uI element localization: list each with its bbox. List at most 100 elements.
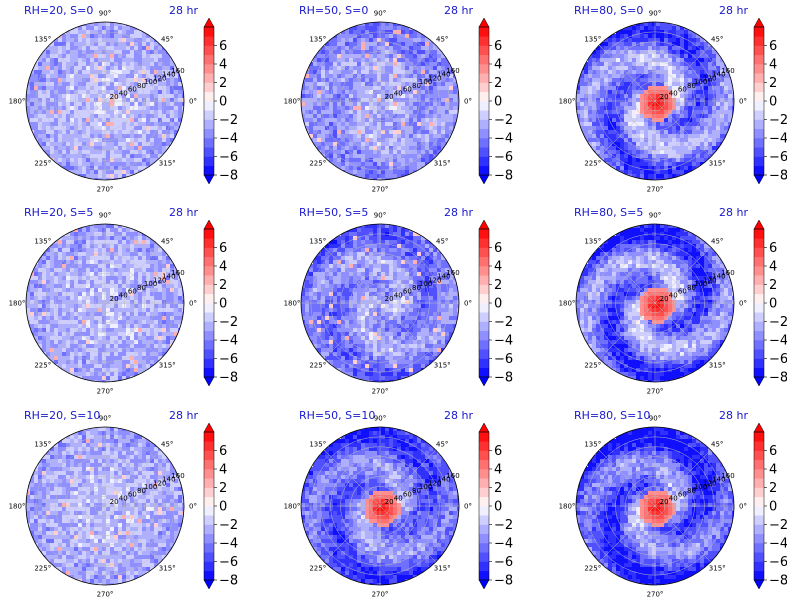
field-cell bbox=[580, 118, 585, 123]
field-cell bbox=[114, 308, 119, 313]
field-cell bbox=[78, 150, 83, 155]
panel-title: RH=80, S=0 bbox=[574, 4, 643, 17]
field-cell bbox=[385, 38, 390, 43]
field-cell bbox=[146, 98, 151, 103]
field-cell bbox=[34, 272, 39, 277]
field-cell bbox=[664, 74, 669, 79]
field-cell bbox=[664, 166, 669, 171]
field-cell bbox=[433, 126, 438, 131]
field-cell bbox=[373, 22, 378, 27]
field-cell bbox=[162, 106, 167, 111]
field-cell bbox=[86, 26, 91, 31]
field-cell bbox=[381, 90, 386, 95]
field-cell bbox=[38, 102, 43, 107]
field-cell bbox=[70, 54, 75, 59]
field-cell bbox=[309, 86, 314, 91]
field-cell bbox=[656, 66, 661, 71]
field-cell bbox=[62, 312, 67, 317]
field-cell bbox=[66, 50, 71, 55]
field-cell bbox=[317, 70, 322, 75]
field-cell bbox=[58, 134, 63, 139]
field-cell bbox=[692, 58, 697, 63]
field-cell bbox=[158, 150, 163, 155]
field-cell bbox=[150, 38, 155, 43]
field-cell bbox=[676, 118, 681, 123]
field-cell bbox=[301, 94, 306, 99]
field-cell bbox=[417, 66, 422, 71]
field-cell bbox=[405, 30, 410, 35]
field-cell bbox=[126, 244, 131, 249]
field-cell bbox=[126, 256, 131, 261]
field-cell bbox=[134, 174, 139, 179]
field-cell bbox=[596, 130, 601, 135]
field-cell bbox=[86, 304, 91, 309]
field-cell bbox=[178, 82, 183, 87]
field-cell bbox=[652, 126, 657, 131]
field-cell bbox=[90, 260, 95, 265]
field-cell bbox=[676, 94, 681, 99]
field-cell bbox=[676, 90, 681, 95]
field-cell bbox=[620, 86, 625, 91]
field-cell bbox=[54, 284, 59, 289]
field-cell bbox=[700, 134, 705, 139]
field-cell bbox=[114, 34, 119, 39]
field-cell bbox=[114, 134, 119, 139]
field-cell bbox=[445, 126, 450, 131]
field-cell bbox=[397, 66, 402, 71]
field-cell bbox=[381, 70, 386, 75]
field-cell bbox=[46, 280, 51, 285]
field-cell bbox=[102, 166, 107, 171]
field-cell bbox=[684, 118, 689, 123]
field-cell bbox=[82, 244, 87, 249]
field-cell bbox=[624, 158, 629, 163]
field-cell bbox=[588, 62, 593, 67]
field-cell bbox=[437, 134, 442, 139]
field-cell bbox=[325, 86, 330, 91]
field-cell bbox=[600, 66, 605, 71]
field-cell bbox=[106, 244, 111, 249]
field-cell bbox=[604, 82, 609, 87]
field-cell bbox=[640, 42, 645, 47]
field-cell bbox=[720, 70, 725, 75]
field-cell bbox=[648, 170, 653, 175]
field-cell bbox=[385, 126, 390, 131]
field-cell bbox=[102, 312, 107, 317]
field-cell bbox=[337, 50, 342, 55]
field-cell bbox=[98, 82, 103, 87]
field-cell bbox=[134, 66, 139, 71]
field-cell bbox=[150, 150, 155, 155]
field-cell bbox=[393, 94, 398, 99]
field-cell bbox=[437, 86, 442, 91]
field-cell bbox=[369, 162, 374, 167]
field-cell bbox=[437, 82, 442, 87]
field-cell bbox=[381, 134, 386, 139]
field-cell bbox=[441, 58, 446, 63]
field-cell bbox=[66, 304, 71, 309]
field-cell bbox=[78, 46, 83, 51]
field-cell bbox=[329, 126, 334, 131]
field-cell bbox=[66, 276, 71, 281]
field-cell bbox=[313, 102, 318, 107]
field-cell bbox=[636, 142, 641, 147]
field-cell bbox=[162, 78, 167, 83]
field-cell bbox=[154, 78, 159, 83]
field-cell bbox=[118, 102, 123, 107]
field-cell bbox=[692, 82, 697, 87]
field-cell bbox=[102, 30, 107, 35]
field-cell bbox=[86, 118, 91, 123]
field-cell bbox=[325, 90, 330, 95]
field-cell bbox=[166, 280, 171, 285]
field-cell bbox=[106, 34, 111, 39]
field-cell bbox=[150, 82, 155, 87]
field-cell bbox=[122, 78, 127, 83]
field-cell bbox=[397, 70, 402, 75]
grid-spoke bbox=[379, 44, 437, 102]
field-cell bbox=[413, 90, 418, 95]
field-cell bbox=[102, 228, 107, 233]
field-cell bbox=[644, 54, 649, 59]
field-cell bbox=[441, 118, 446, 123]
field-cell bbox=[664, 162, 669, 167]
field-cell bbox=[341, 150, 346, 155]
field-cell bbox=[126, 58, 131, 63]
field-cell bbox=[333, 122, 338, 127]
